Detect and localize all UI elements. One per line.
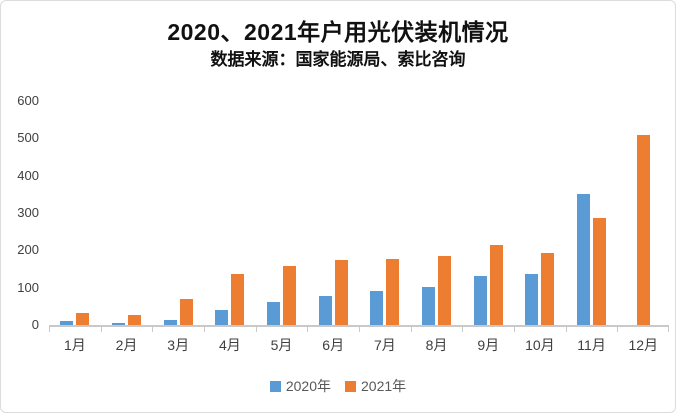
x-label-3月: 3月 — [167, 337, 190, 353]
x-axis-labels: 1月 2月 3月 4月 5月 6月 7月 8月 9月 10月 11月 12月 — [49, 335, 669, 355]
bar-2020年-10月 — [525, 274, 539, 325]
axis-tick — [307, 327, 309, 332]
bar-2020年-3月 — [163, 320, 177, 325]
bar-2021年-8月 — [438, 255, 452, 325]
axis-tick — [255, 327, 257, 332]
month-group-10月 — [514, 101, 566, 325]
x-label-4月: 4月 — [218, 337, 241, 353]
plot-area — [49, 101, 669, 327]
legend: 2020年 2021年 — [1, 376, 675, 396]
x-label-1月: 1月 — [63, 337, 86, 353]
chart-subtitle: 数据来源：国家能源局、索比咨询 — [210, 50, 466, 69]
bar-2020年-5月 — [267, 301, 281, 325]
bar-2021年-9月 — [489, 244, 503, 325]
legend-swatch-2020 — [269, 380, 281, 392]
bar-2020年-6月 — [318, 296, 332, 325]
legend-item-2021: 2021年 — [345, 376, 406, 396]
axis-tick — [617, 327, 619, 332]
y-tick-label: 200 — [17, 242, 39, 258]
legend-swatch-2021 — [345, 380, 356, 392]
axis-tick — [204, 327, 205, 332]
bar-2020年-9月 — [473, 276, 487, 325]
bar-2021年-1月 — [76, 313, 90, 325]
bar-2021年-10月 — [541, 252, 555, 325]
y-tick-label: 300 — [17, 205, 39, 220]
axis-tick — [100, 327, 102, 332]
y-axis: 0 100 200 300 400 500 600 — [1, 93, 43, 332]
bar-2020年-2月 — [112, 323, 125, 325]
legend-item-2020: 2020年 — [269, 376, 331, 396]
bar-2020年-4月 — [215, 310, 229, 325]
axis-tick — [49, 327, 50, 332]
bar-2021年-4月 — [231, 274, 245, 325]
bar-2021年-7月 — [386, 258, 400, 325]
month-group-12月 — [617, 101, 669, 325]
x-label-8月: 8月 — [425, 337, 448, 353]
month-group-7月 — [359, 101, 411, 325]
axis-tick — [152, 327, 154, 332]
bar-2021年-5月 — [283, 266, 297, 325]
bar-2021年-2月 — [128, 314, 141, 325]
y-tick-label: 600 — [17, 93, 39, 108]
legend-label-2021: 2021年 — [361, 378, 407, 394]
month-group-4月 — [204, 101, 256, 325]
chart-title: 2020、2021年户用光伏装机情况 — [167, 19, 509, 45]
x-label-11月: 11月 — [577, 337, 606, 353]
y-tick-label: 500 — [17, 130, 39, 146]
y-tick-label: 0 — [31, 317, 39, 332]
axis-tick — [565, 327, 567, 332]
axis-tick — [668, 327, 669, 332]
month-group-2月 — [101, 101, 153, 325]
axis-tick — [359, 327, 360, 332]
x-label-5月: 5月 — [270, 337, 293, 353]
month-group-3月 — [152, 101, 204, 325]
x-label-7月: 7月 — [373, 337, 396, 353]
bar-2020年-11月 — [577, 194, 591, 325]
bar-2021年-12月 — [636, 134, 650, 325]
axis-tick — [514, 327, 515, 332]
month-group-6月 — [307, 101, 359, 325]
month-group-11月 — [566, 101, 618, 325]
month-group-5月 — [256, 101, 308, 325]
axis-tick — [462, 327, 464, 332]
x-label-6月: 6月 — [322, 337, 345, 353]
bar-2021年-3月 — [179, 298, 193, 325]
month-group-1月 — [49, 101, 101, 325]
month-group-9月 — [462, 101, 514, 325]
month-group-8月 — [411, 101, 463, 325]
x-axis-ticks — [49, 327, 669, 332]
x-label-12月: 12月 — [628, 337, 659, 353]
bar-2020年-1月 — [60, 320, 74, 325]
legend-label-2020: 2020年 — [285, 378, 331, 394]
y-tick-label: 100 — [17, 279, 39, 295]
axis-tick — [410, 327, 412, 332]
x-label-10月: 10月 — [525, 337, 555, 353]
y-tick-label: 400 — [17, 167, 39, 183]
bar-2020年-8月 — [422, 286, 436, 325]
x-label-2月: 2月 — [115, 337, 138, 353]
bar-2021年-11月 — [593, 217, 607, 325]
bar-2021年-6月 — [334, 260, 348, 325]
x-label-9月: 9月 — [477, 337, 500, 353]
bar-2020年-7月 — [370, 291, 384, 325]
